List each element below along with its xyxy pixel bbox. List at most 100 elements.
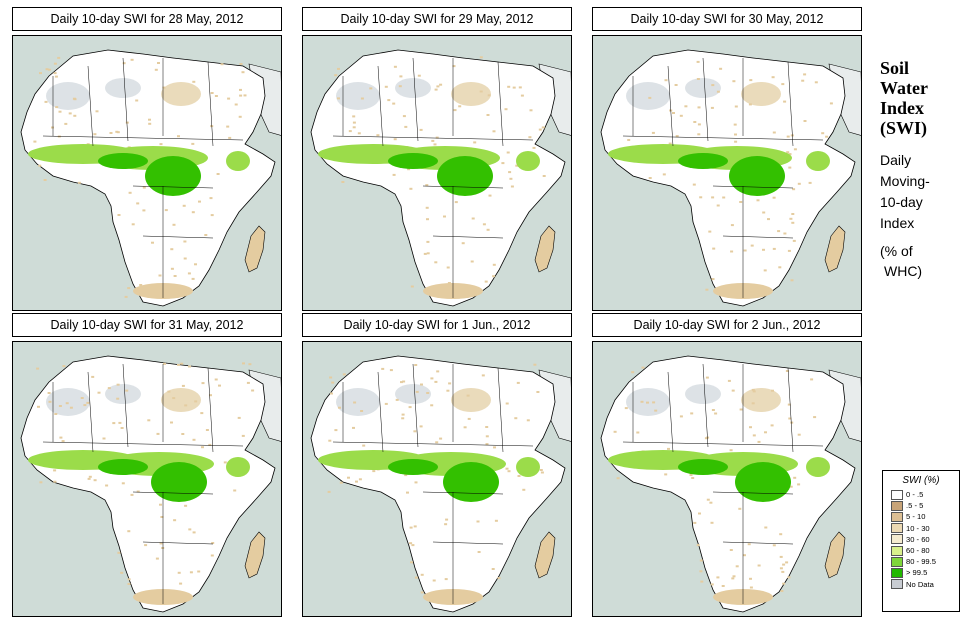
dry-speck (38, 164, 42, 167)
legend-label: 5 - 10 (906, 512, 926, 522)
dry-speck (782, 563, 786, 566)
legend-label: 30 - 60 (906, 534, 930, 544)
dry-speck (127, 287, 131, 290)
dry-speck (540, 471, 544, 474)
dry-speck (452, 65, 456, 68)
dry-speck (734, 105, 738, 108)
dry-speck (376, 134, 380, 137)
dry-speck (793, 148, 797, 151)
dry-speck (668, 142, 672, 145)
dry-speck (189, 571, 193, 574)
congo-wet (437, 156, 493, 196)
dry-speck (729, 549, 733, 551)
dry-speck (729, 449, 733, 452)
index-description: Daily Moving- 10-day Index (880, 150, 930, 234)
legend-item: 0 - .5 (891, 489, 959, 500)
country-border (412, 363, 419, 448)
dry-speck (242, 362, 245, 365)
map-panel-2: Daily 10-day SWI for 29 May, 2012 (302, 7, 572, 311)
dry-speck (786, 151, 790, 154)
dry-speck (716, 90, 720, 93)
index-title-line: (SWI) (880, 118, 928, 138)
dry-speck (127, 578, 131, 581)
dry-speck (159, 143, 163, 146)
legend-item: .5 - 5 (891, 500, 959, 511)
dry-speck (117, 214, 121, 216)
dry-speck (698, 512, 701, 515)
legend-swatch (891, 579, 903, 590)
congo-wet (151, 462, 207, 502)
dry-speck (184, 404, 188, 407)
dry-speck (80, 397, 84, 399)
africa-svg (13, 36, 281, 310)
dry-speck (792, 239, 796, 242)
dry-speck (337, 67, 340, 70)
dry-speck (648, 177, 652, 179)
dry-speck (177, 363, 180, 366)
dry-speck (722, 196, 726, 199)
dry-speck (117, 551, 121, 554)
africa-svg (593, 342, 861, 616)
dry-speck (813, 416, 817, 419)
dry-speck (727, 379, 731, 382)
dry-speck (750, 244, 754, 247)
dry-speck (194, 263, 197, 266)
dry-speck (360, 410, 364, 412)
dry-speck (706, 498, 710, 501)
dry-speck (160, 516, 164, 518)
libya-dry (741, 388, 781, 412)
legend-label: 10 - 30 (906, 523, 930, 533)
dry-speck (434, 380, 438, 383)
madagascar (534, 225, 556, 273)
index-title-line: Water (880, 78, 928, 98)
dry-speck (443, 215, 446, 218)
dry-speck (672, 112, 675, 114)
country-border (712, 185, 794, 189)
dry-speck (65, 402, 69, 405)
dry-speck (362, 444, 366, 447)
legend-swatch (891, 556, 903, 567)
dry-speck (674, 84, 678, 86)
africa-map (302, 35, 572, 311)
dry-speck (194, 400, 198, 403)
country-border (422, 185, 504, 189)
dry-speck (216, 173, 220, 175)
dry-speck (532, 146, 536, 149)
dry-speck (757, 440, 761, 443)
legend-swatch (891, 534, 903, 545)
dry-speck (791, 213, 795, 215)
dry-speck (697, 133, 701, 136)
dry-speck (788, 166, 792, 169)
dry-speck (62, 365, 66, 368)
country-border (497, 367, 504, 453)
dry-speck (57, 56, 61, 59)
dry-speck (53, 72, 57, 75)
dry-speck (730, 224, 734, 227)
sahara-nodata (395, 384, 431, 404)
dry-speck (711, 278, 715, 281)
dry-speck (338, 406, 341, 409)
dry-speck (772, 247, 776, 250)
dry-speck (348, 130, 352, 133)
dry-speck (414, 364, 418, 366)
dry-speck (413, 525, 417, 528)
panel-title: Daily 10-day SWI for 30 May, 2012 (592, 7, 862, 31)
dry-speck (192, 531, 196, 534)
legend-swatch (891, 500, 903, 511)
description-line: Daily (880, 152, 912, 168)
country-border (122, 57, 129, 142)
africa-landmass (20, 355, 276, 613)
congo-wet (729, 156, 785, 196)
dry-speck (461, 242, 465, 245)
africa-landmass (310, 355, 566, 613)
dry-speck (414, 481, 418, 484)
dry-speck (179, 582, 183, 585)
country-border (702, 57, 709, 142)
dry-speck (431, 139, 435, 142)
dry-speck (384, 85, 388, 88)
dry-speck (192, 80, 196, 83)
dry-speck (505, 402, 509, 405)
dry-speck (467, 417, 471, 420)
dry-speck (734, 133, 737, 136)
east-wet (226, 151, 250, 171)
